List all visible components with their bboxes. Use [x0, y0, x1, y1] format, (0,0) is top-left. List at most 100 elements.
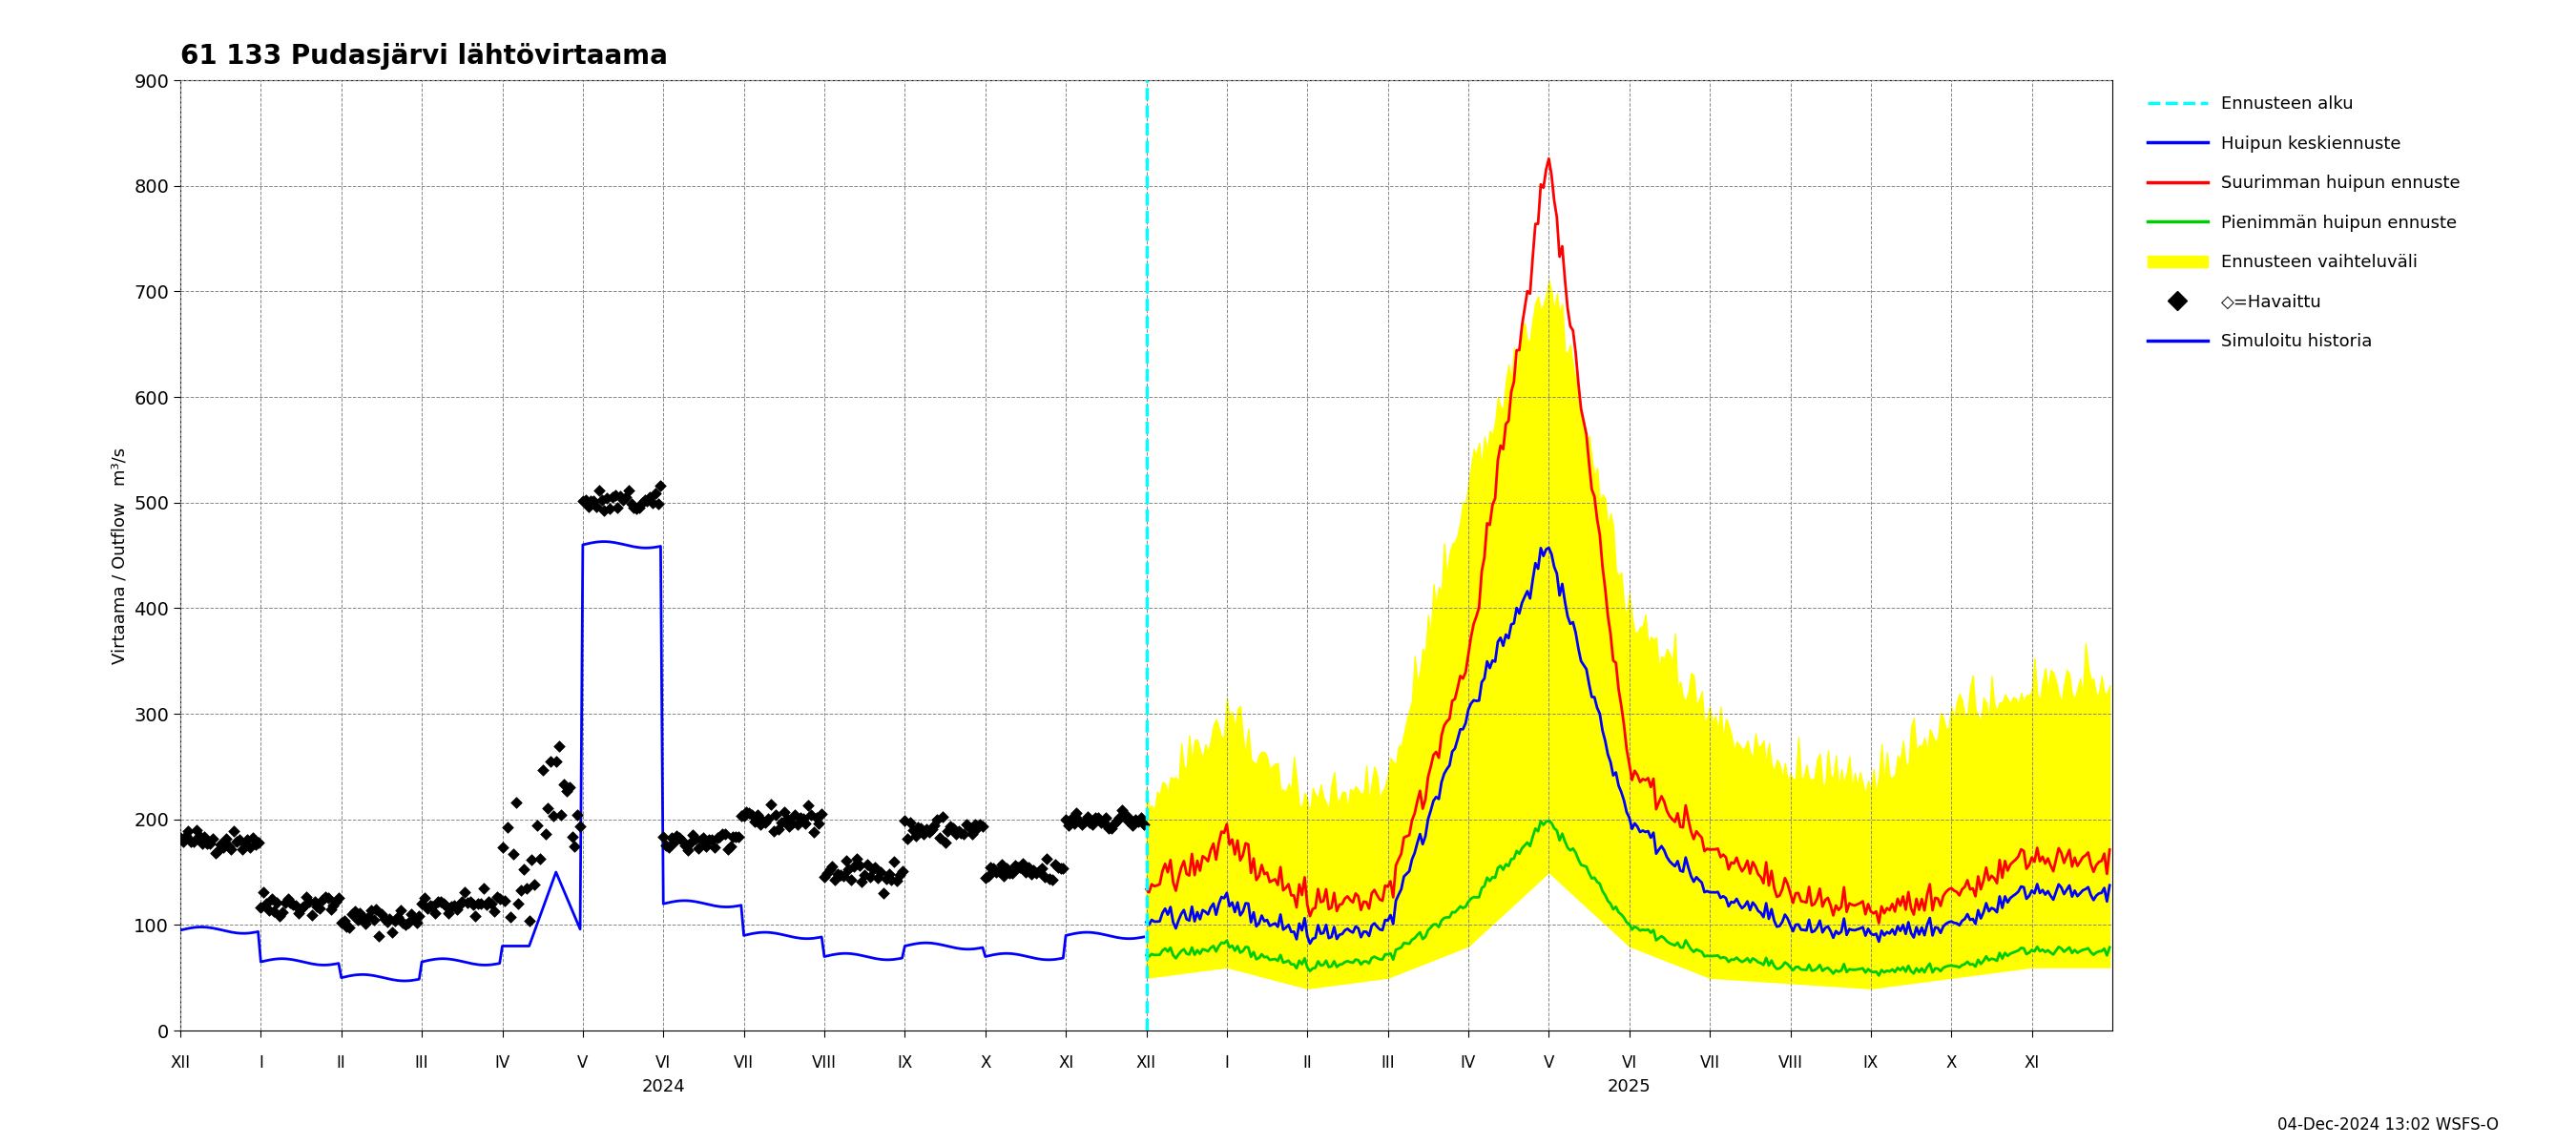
- Point: [1064, 812, 1105, 830]
- Point: [392, 905, 433, 923]
- Text: VII: VII: [1700, 1055, 1721, 1072]
- Point: [1082, 813, 1123, 831]
- Point: [799, 814, 840, 832]
- Point: [258, 893, 296, 911]
- Point: [791, 806, 832, 824]
- Point: [889, 813, 930, 831]
- Point: [368, 910, 410, 929]
- Point: [598, 498, 639, 516]
- Point: [613, 498, 654, 516]
- Point: [840, 856, 881, 875]
- Point: [881, 862, 922, 881]
- Point: [520, 850, 562, 868]
- Point: [873, 853, 914, 871]
- Point: [989, 864, 1030, 883]
- Point: [528, 799, 569, 818]
- Point: [1084, 808, 1126, 827]
- Point: [582, 490, 623, 508]
- Text: 2025: 2025: [1607, 1079, 1651, 1096]
- Point: [180, 835, 222, 853]
- Text: III: III: [1381, 1055, 1394, 1072]
- Point: [523, 761, 564, 780]
- Point: [866, 869, 907, 887]
- Point: [639, 476, 680, 495]
- Point: [734, 812, 775, 830]
- Point: [829, 871, 871, 890]
- Point: [657, 827, 698, 845]
- Point: [891, 821, 933, 839]
- Point: [309, 900, 350, 918]
- Point: [842, 872, 884, 891]
- Point: [909, 823, 951, 842]
- Point: [999, 858, 1041, 876]
- Point: [201, 835, 242, 853]
- Text: IV: IV: [1461, 1055, 1476, 1072]
- Point: [940, 824, 981, 843]
- Point: [551, 828, 592, 846]
- Point: [786, 814, 827, 832]
- Point: [343, 908, 384, 926]
- Point: [1115, 811, 1157, 829]
- Point: [1007, 859, 1048, 877]
- Point: [672, 826, 714, 844]
- Point: [379, 901, 420, 919]
- Point: [497, 894, 538, 913]
- Point: [459, 894, 500, 913]
- Point: [729, 804, 770, 822]
- Point: [376, 908, 417, 926]
- Point: [858, 869, 899, 887]
- Point: [801, 805, 842, 823]
- Point: [340, 905, 381, 923]
- Point: [721, 807, 762, 826]
- Point: [775, 806, 817, 824]
- Point: [824, 852, 866, 870]
- Point: [229, 838, 270, 856]
- Point: [788, 797, 829, 815]
- Point: [173, 832, 214, 851]
- Point: [270, 893, 312, 911]
- Point: [933, 819, 974, 837]
- Text: 61 133 Pudasjärvi lähtövirtaama: 61 133 Pudasjärvi lähtövirtaama: [180, 44, 667, 70]
- Point: [737, 805, 778, 823]
- Point: [811, 858, 853, 876]
- Point: [611, 495, 652, 513]
- Point: [574, 498, 616, 516]
- Point: [536, 752, 577, 771]
- Point: [317, 889, 358, 907]
- Point: [1090, 819, 1131, 837]
- Point: [814, 870, 855, 889]
- Point: [224, 835, 265, 853]
- Point: [1103, 800, 1144, 819]
- Point: [268, 890, 309, 908]
- Point: [1010, 864, 1051, 883]
- Point: [461, 894, 502, 913]
- Point: [410, 897, 451, 915]
- Point: [1077, 808, 1118, 827]
- Point: [1061, 815, 1103, 834]
- Point: [479, 890, 520, 908]
- Point: [361, 906, 402, 924]
- Point: [1066, 807, 1108, 826]
- Point: [446, 893, 487, 911]
- Point: [402, 894, 443, 913]
- Point: [1036, 855, 1077, 874]
- Point: [878, 866, 920, 884]
- Point: [1051, 810, 1092, 828]
- Point: [428, 903, 469, 922]
- Point: [549, 777, 590, 796]
- Point: [332, 906, 374, 924]
- Point: [945, 815, 987, 834]
- Point: [363, 910, 404, 929]
- Point: [312, 897, 353, 915]
- Point: [1015, 863, 1056, 882]
- Point: [222, 840, 263, 859]
- Point: [992, 864, 1033, 883]
- Text: V: V: [577, 1055, 587, 1072]
- Point: [204, 838, 245, 856]
- Point: [492, 844, 533, 862]
- Point: [1041, 859, 1082, 877]
- Point: [1023, 868, 1064, 886]
- Point: [1113, 816, 1154, 835]
- Text: IX: IX: [1862, 1055, 1878, 1072]
- Point: [160, 828, 201, 846]
